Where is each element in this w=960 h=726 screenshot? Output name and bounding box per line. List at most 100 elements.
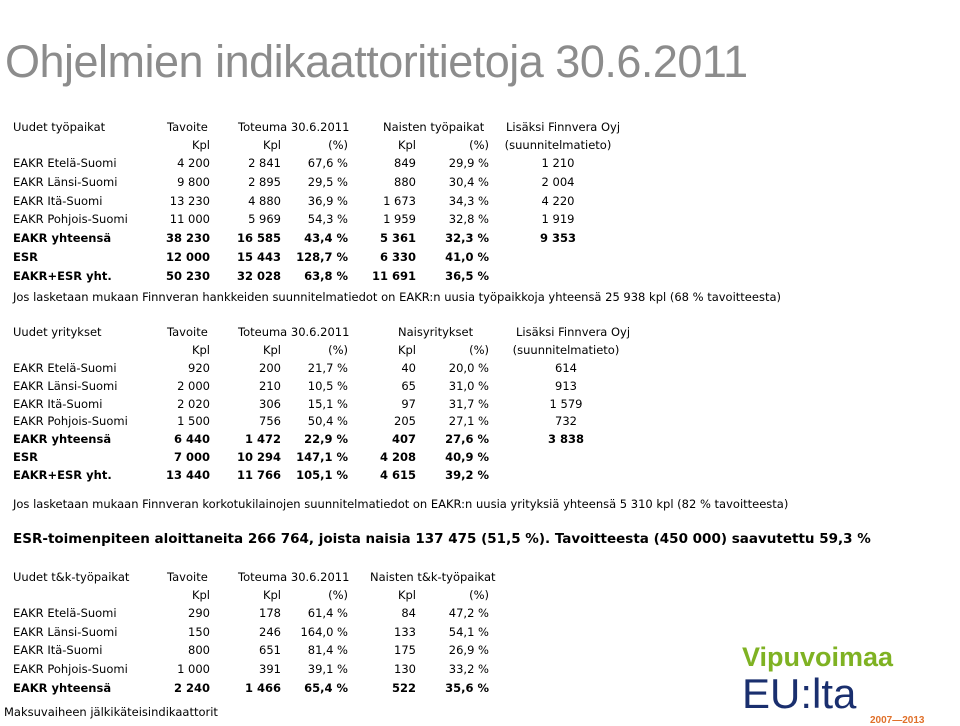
cell-toteuma-pct: 43,4 % (304, 231, 348, 246)
unit-pct: (%) (469, 588, 489, 602)
table-row: EAKR Itä-Suomi 800 651 81,4 % 175 26,9 % (0, 641, 960, 659)
row-label: EAKR+ESR yht. (13, 268, 112, 283)
table-row: EAKR Itä-Suomi 2 020 306 15,1 % 97 31,7 % 1 57… (0, 395, 960, 413)
table-row: EAKR Etelä-Suomi 290 178 61,4 % 84 47,2 % (0, 604, 960, 622)
cell-finnvera: 1 919 (541, 212, 575, 227)
cell-tavoite: 800 (188, 643, 210, 658)
cell-group-pct: 40,9 % (445, 450, 489, 464)
cell-tavoite: 9 800 (177, 174, 210, 189)
logo-line1: Vipuvoimaa (742, 642, 894, 672)
cell-toteuma-pct: 63,8 % (304, 268, 348, 283)
table-unit-row: Kpl Kpl (%) Kpl (%) (0, 586, 960, 604)
cell-group: 205 (394, 414, 416, 429)
unit-kpl: Kpl (191, 138, 210, 152)
cell-toteuma: 2 895 (248, 174, 281, 189)
unit-kpl: Kpl (397, 343, 416, 357)
footer-note: Maksuvaiheen jälkikäteisindikaattorit (4, 705, 218, 719)
row-label: EAKR Itä-Suomi (13, 643, 103, 658)
cell-tavoite: 38 230 (165, 231, 210, 246)
cell-group-pct: 33,2 % (448, 662, 489, 677)
cell-group: 407 (391, 432, 416, 447)
cell-tavoite: 920 (188, 361, 210, 375)
table-row: EAKR Länsi-Suomi 150 246 164,0 % 133 54,1 % (0, 623, 960, 641)
cell-group-pct: 54,1 % (448, 624, 489, 639)
cell-group: 880 (394, 174, 416, 189)
unit-pct: (%) (469, 343, 489, 357)
unit-pct: (%) (328, 588, 348, 602)
cell-group: 130 (394, 662, 416, 677)
cell-finnvera: 4 220 (541, 193, 575, 208)
cell-tavoite: 2 020 (177, 396, 210, 411)
cell-tavoite: 11 000 (169, 212, 210, 227)
cell-finnvera: 2 004 (541, 174, 575, 189)
unit-pct: (%) (328, 138, 348, 152)
cell-finnvera: 614 (555, 361, 577, 375)
cell-finnvera: 1 579 (549, 396, 583, 411)
logo-years: 2007—2013 (870, 715, 925, 726)
row-label: EAKR+ESR yht. (13, 467, 112, 482)
table-row: EAKR yhteensä 6 440 1 472 22,9 % 407 27,6 % 3 … (0, 430, 960, 448)
cell-group: 849 (394, 156, 416, 170)
cell-toteuma: 5 969 (248, 212, 281, 227)
cell-tavoite: 2 000 (177, 378, 210, 393)
unit-kpl: Kpl (262, 588, 281, 602)
unit-kpl: Kpl (397, 588, 416, 602)
row-label: EAKR Etelä-Suomi (13, 361, 117, 375)
cell-tavoite: 150 (188, 624, 210, 639)
table-row: EAKR Pohjois-Suomi 1 500 756 50,4 % 205 27,1 … (0, 412, 960, 430)
cell-tavoite: 4 200 (177, 156, 210, 170)
cell-toteuma: 651 (259, 643, 281, 658)
row-label: EAKR yhteensä (13, 231, 112, 246)
cell-toteuma-pct: 67,6 % (307, 156, 348, 170)
cell-group: 5 361 (379, 231, 416, 246)
table-row: EAKR+ESR yht. 13 440 11 766 105,1 % 4 615 39,… (0, 466, 960, 484)
row-label: EAKR Länsi-Suomi (13, 624, 118, 639)
col-toteuma: Toteuma 30.6.2011 (238, 570, 350, 584)
cell-group-pct: 27,1 % (448, 414, 489, 429)
cell-toteuma: 1 472 (244, 432, 281, 447)
cell-group-pct: 32,3 % (445, 231, 489, 246)
cell-toteuma: 210 (259, 378, 281, 393)
cell-group-pct: 34,3 % (448, 193, 489, 208)
logo-line2: EU:lta (742, 670, 857, 717)
cell-toteuma-pct: 50,4 % (307, 414, 348, 429)
cell-toteuma: 2 841 (248, 156, 281, 170)
cell-group-pct: 29,9 % (448, 156, 489, 170)
row-label: EAKR Länsi-Suomi (13, 174, 118, 189)
cell-group-pct: 31,0 % (448, 378, 489, 393)
row-label: EAKR Itä-Suomi (13, 396, 103, 411)
esr-statement: ESR-toimenpiteen aloittaneita 266 764, j… (13, 531, 871, 547)
col-toteuma: Toteuma 30.6.2011 (238, 120, 350, 134)
col-naisten-tk: Naisten t&k-työpaikat (370, 570, 496, 584)
col-tavoite: Tavoite (167, 120, 208, 134)
table-row: EAKR Etelä-Suomi 920 200 21,7 % 40 20,0 % 614 (0, 359, 960, 377)
cell-group-pct: 35,6 % (445, 680, 489, 695)
table-row: EAKR yhteensä 2 240 1 466 65,4 % 522 35,6 % (0, 679, 960, 697)
cell-tavoite: 13 440 (165, 467, 210, 482)
row-label: EAKR Pohjois-Suomi (13, 212, 128, 227)
col-finnvera: Lisäksi Finnvera Oyj (506, 120, 621, 134)
col-finnvera: Lisäksi Finnvera Oyj (516, 325, 631, 339)
cell-group-pct: 41,0 % (445, 250, 489, 264)
cell-group: 40 (401, 361, 416, 375)
cell-toteuma-pct: 15,1 % (307, 396, 348, 411)
cell-group: 522 (391, 680, 416, 695)
unit-kpl: Kpl (397, 138, 416, 152)
table-heading: Uudet t&k-työpaikat (13, 570, 130, 584)
table-header-row: Uudet työpaikat Tavoite Toteuma 30.6.201… (0, 118, 960, 136)
row-label: EAKR yhteensä (13, 432, 112, 447)
row-label: ESR (13, 450, 38, 464)
cell-group: 6 330 (379, 250, 416, 264)
table-row: EAKR+ESR yht. 50 230 32 028 63,8 % 11 691 36,… (0, 267, 960, 285)
row-label: EAKR Pohjois-Suomi (13, 662, 128, 677)
cell-finnvera: 1 210 (541, 156, 575, 170)
cell-toteuma: 32 028 (236, 268, 281, 283)
table-row: EAKR yhteensä 38 230 16 585 43,4 % 5 361 32,3… (0, 229, 960, 247)
cell-toteuma-pct: 22,9 % (304, 432, 348, 447)
cell-toteuma: 756 (259, 414, 281, 429)
cell-toteuma: 200 (259, 361, 281, 375)
cell-toteuma-pct: 21,7 % (307, 361, 348, 375)
unit-pct: (%) (328, 343, 348, 357)
cell-toteuma: 15 443 (236, 250, 281, 264)
cell-finnvera: 913 (555, 378, 577, 393)
